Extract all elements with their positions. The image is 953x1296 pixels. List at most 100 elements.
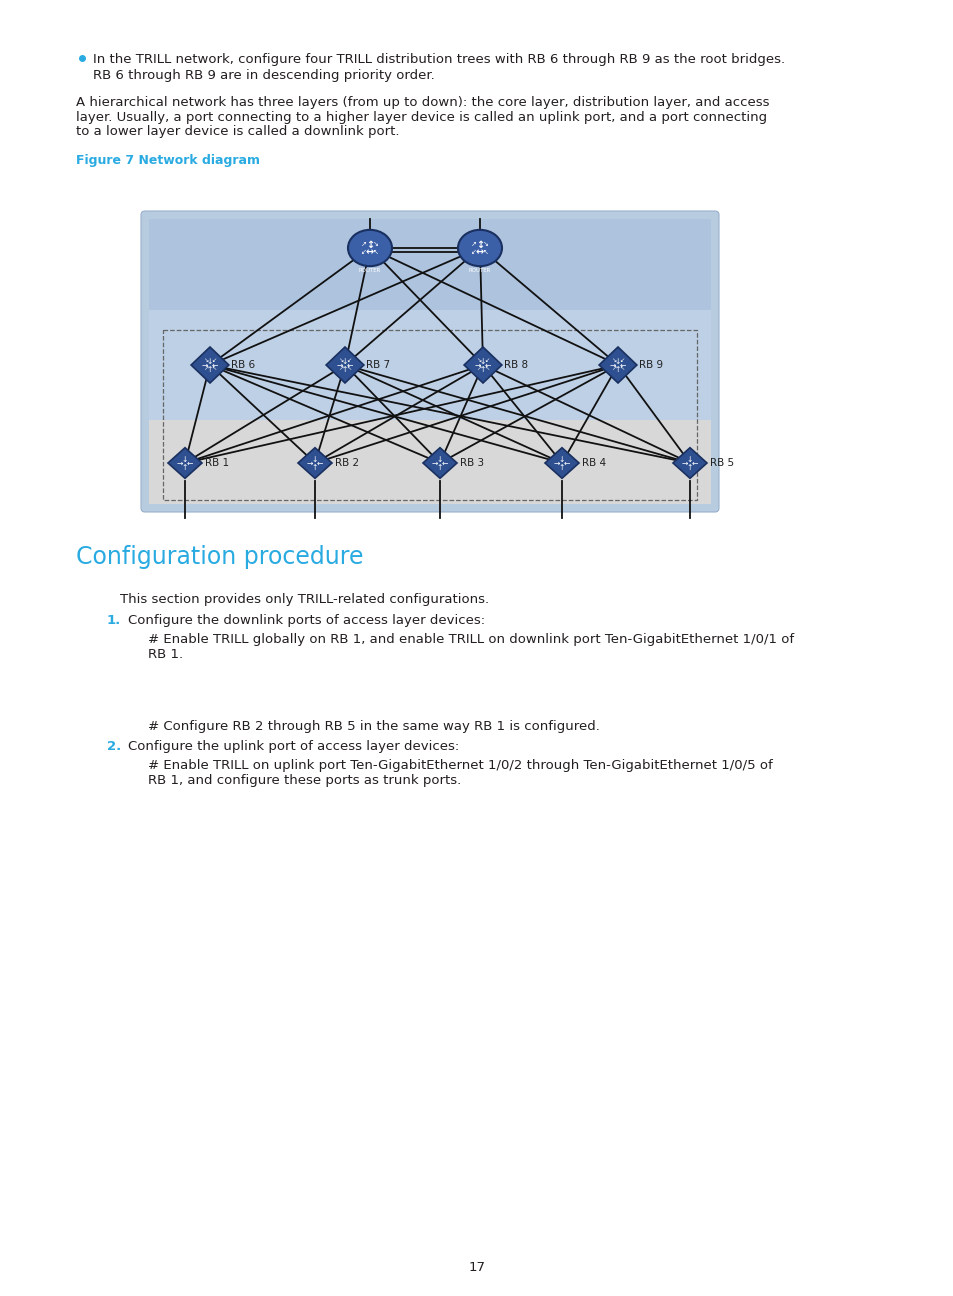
Text: ↑: ↑ (436, 463, 443, 472)
Text: →: → (336, 360, 343, 369)
Ellipse shape (457, 229, 501, 266)
Text: RB 1, and configure these ports as trunk ports.: RB 1, and configure these ports as trunk… (148, 774, 460, 787)
Text: RB 1.: RB 1. (148, 648, 183, 661)
Text: →: → (554, 459, 559, 468)
Bar (149, 219, 710, 310)
Text: ↕: ↕ (476, 240, 483, 250)
Text: ↓: ↓ (182, 455, 188, 464)
Text: Configure the uplink port of access layer devices:: Configure the uplink port of access laye… (128, 740, 458, 753)
Polygon shape (168, 447, 202, 478)
Text: ↓: ↓ (686, 455, 693, 464)
Text: RB 5: RB 5 (709, 457, 734, 468)
Text: ↘: ↘ (373, 241, 378, 248)
Text: ROUTER: ROUTER (358, 268, 381, 272)
Text: # Enable TRILL on uplink port Ten-GigabitEthernet 1/0/2 through Ten-GigabitEther: # Enable TRILL on uplink port Ten-Gigabi… (148, 759, 772, 772)
Text: ↙: ↙ (346, 359, 352, 363)
Text: ↘: ↘ (611, 359, 616, 363)
Text: ↑: ↑ (686, 463, 693, 472)
Text: ↖: ↖ (212, 367, 216, 372)
Text: ←: ← (619, 360, 625, 369)
Text: ↖: ↖ (482, 249, 489, 255)
Text: ↔: ↔ (366, 248, 374, 257)
Text: ↔: ↔ (476, 248, 483, 257)
Text: ↖: ↖ (484, 367, 489, 372)
Text: ↘: ↘ (203, 359, 209, 363)
Text: ↓: ↓ (436, 455, 443, 464)
Text: RB 1: RB 1 (205, 457, 229, 468)
Text: ↓: ↓ (312, 455, 318, 464)
Text: ↗: ↗ (476, 367, 481, 372)
Text: ←: ← (347, 360, 353, 369)
Text: ↑: ↑ (312, 463, 318, 472)
Text: ↑: ↑ (614, 364, 620, 373)
Text: ↗: ↗ (203, 367, 209, 372)
Bar (149, 310, 710, 420)
Text: RB 7: RB 7 (366, 360, 390, 369)
Text: ↕: ↕ (366, 240, 374, 250)
Polygon shape (297, 447, 332, 478)
Text: ↓: ↓ (614, 356, 620, 365)
Text: to a lower layer device is called a downlink port.: to a lower layer device is called a down… (76, 124, 399, 137)
Text: ←: ← (691, 459, 698, 468)
Text: ↙: ↙ (212, 359, 216, 363)
Text: RB 2: RB 2 (335, 457, 358, 468)
Text: Configuration procedure: Configuration procedure (76, 546, 363, 569)
Text: In the TRILL network, configure four TRILL distribution trees with RB 6 through : In the TRILL network, configure four TRI… (92, 53, 784, 66)
Text: ↙: ↙ (484, 359, 489, 363)
Text: ↑: ↑ (182, 463, 188, 472)
Text: layer. Usually, a port connecting to a higher layer device is called an uplink p: layer. Usually, a port connecting to a h… (76, 110, 766, 123)
Text: ↙: ↙ (360, 249, 367, 255)
Text: ↘: ↘ (482, 241, 489, 248)
Text: Configure the downlink ports of access layer devices:: Configure the downlink ports of access l… (128, 614, 485, 627)
Text: ↓: ↓ (207, 356, 213, 365)
Text: →: → (307, 459, 313, 468)
Bar (149, 420, 710, 504)
Text: →: → (176, 459, 183, 468)
Polygon shape (191, 347, 229, 384)
Text: ↗: ↗ (360, 241, 367, 248)
Text: ↙: ↙ (618, 359, 624, 363)
Text: This section provides only TRILL-related configurations.: This section provides only TRILL-related… (120, 594, 489, 607)
Text: ↖: ↖ (373, 249, 378, 255)
Text: RB 9: RB 9 (639, 360, 662, 369)
Text: RB 3: RB 3 (459, 457, 483, 468)
Polygon shape (544, 447, 578, 478)
Polygon shape (326, 347, 363, 384)
Polygon shape (598, 347, 637, 384)
Text: ↗: ↗ (338, 367, 343, 372)
Text: →: → (202, 360, 208, 369)
Text: ←: ← (187, 459, 193, 468)
Text: ←: ← (212, 360, 218, 369)
Text: RB 6 through RB 9 are in descending priority order.: RB 6 through RB 9 are in descending prio… (92, 69, 435, 82)
Text: ↘: ↘ (338, 359, 343, 363)
Ellipse shape (348, 229, 392, 266)
Text: RB 6: RB 6 (231, 360, 254, 369)
Text: →: → (475, 360, 480, 369)
Text: ↓: ↓ (558, 455, 564, 464)
Text: ↖: ↖ (346, 367, 352, 372)
Text: ↑: ↑ (341, 364, 348, 373)
Text: ↑: ↑ (558, 463, 564, 472)
Text: ↑: ↑ (207, 364, 213, 373)
Text: ←: ← (316, 459, 323, 468)
Text: ↙: ↙ (471, 249, 476, 255)
Text: ↗: ↗ (471, 241, 476, 248)
Text: 17: 17 (468, 1261, 485, 1274)
Polygon shape (672, 447, 706, 478)
FancyBboxPatch shape (141, 211, 719, 512)
Text: Figure 7 Network diagram: Figure 7 Network diagram (76, 154, 260, 167)
Text: ↘: ↘ (476, 359, 481, 363)
Bar (163, 330, 697, 500)
Text: →: → (432, 459, 437, 468)
Text: →: → (681, 459, 687, 468)
Text: RB 4: RB 4 (581, 457, 605, 468)
Text: # Enable TRILL globally on RB 1, and enable TRILL on downlink port Ten-GigabitEt: # Enable TRILL globally on RB 1, and ena… (148, 632, 793, 645)
Text: ↓: ↓ (479, 356, 486, 365)
Text: # Configure RB 2 through RB 5 in the same way RB 1 is configured.: # Configure RB 2 through RB 5 in the sam… (148, 721, 599, 734)
Text: RB 8: RB 8 (503, 360, 528, 369)
Text: ←: ← (484, 360, 491, 369)
Text: ←: ← (563, 459, 570, 468)
Text: ↗: ↗ (611, 367, 616, 372)
Text: →: → (609, 360, 616, 369)
Text: ↑: ↑ (479, 364, 486, 373)
